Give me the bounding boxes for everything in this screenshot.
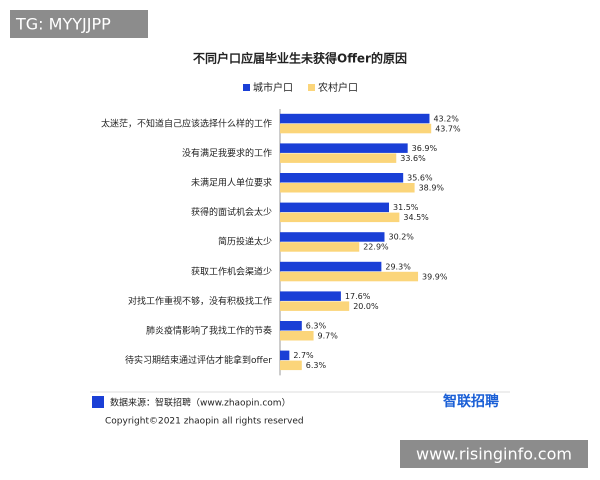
legend-swatch bbox=[308, 84, 315, 91]
source: 数据来源：智联招聘（www.zhaopin.com） bbox=[110, 397, 291, 409]
value-label: 9.7% bbox=[318, 332, 339, 341]
category-label: 太迷茫，不知道自己应该选择什么样的工作 bbox=[101, 117, 272, 129]
bar bbox=[280, 291, 341, 301]
chart-title: 不同户口应届毕业生未获得Offer的原因 bbox=[193, 51, 407, 66]
bar bbox=[280, 113, 430, 124]
bar bbox=[280, 360, 302, 371]
bar bbox=[280, 301, 350, 311]
legend-label: 农村户口 bbox=[318, 81, 358, 94]
value-label: 36.9% bbox=[412, 144, 438, 153]
value-label: 6.3% bbox=[306, 322, 327, 331]
value-label: 30.2% bbox=[388, 233, 414, 242]
bar bbox=[280, 350, 290, 361]
value-label: 20.0% bbox=[353, 302, 379, 311]
bar bbox=[280, 321, 302, 331]
legend-label: 城市户口 bbox=[253, 81, 293, 94]
watermark: www.risinginfo.com bbox=[416, 445, 572, 464]
value-label: 2.7% bbox=[293, 351, 314, 360]
bar bbox=[280, 183, 415, 193]
bar bbox=[280, 123, 432, 134]
value-label: 6.3% bbox=[306, 361, 327, 370]
category-label: 获取工作机会渠道少 bbox=[191, 265, 272, 277]
value-label: 35.6% bbox=[407, 174, 433, 183]
value-label: 29.3% bbox=[385, 262, 411, 271]
watermark-box bbox=[10, 10, 148, 38]
bar bbox=[280, 261, 382, 272]
category-label: 待实习期结束通过评估才能拿到offer bbox=[125, 354, 272, 366]
bar bbox=[280, 331, 314, 341]
bar bbox=[280, 143, 408, 153]
bar bbox=[280, 212, 400, 223]
category-label: 对找工作重视不够，没有积极找工作 bbox=[128, 295, 272, 307]
category-label: 获得的面试机会太少 bbox=[191, 206, 272, 218]
value-label: 22.9% bbox=[363, 243, 389, 252]
watermark: TG: MYYJJPP bbox=[15, 15, 111, 34]
copyright: Copyright©2021 zhaopin all rights reserv… bbox=[105, 417, 304, 427]
category-label: 肺炎疫情影响了我找工作的节奏 bbox=[146, 325, 272, 337]
value-label: 39.9% bbox=[422, 272, 448, 281]
watermark-box bbox=[400, 440, 588, 468]
value-label: 34.5% bbox=[403, 213, 429, 222]
legend-swatch bbox=[243, 84, 250, 91]
category-label: 没有满足我要求的工作 bbox=[182, 147, 272, 159]
value-label: 43.2% bbox=[433, 114, 459, 123]
value-label: 17.6% bbox=[345, 292, 371, 301]
value-label: 43.7% bbox=[435, 124, 461, 133]
value-label: 33.6% bbox=[400, 154, 426, 163]
value-label: 31.5% bbox=[393, 203, 419, 212]
bar bbox=[280, 242, 360, 252]
bar bbox=[280, 153, 397, 163]
logo: 智联招聘 bbox=[442, 393, 499, 410]
bar bbox=[280, 271, 419, 282]
value-label: 38.9% bbox=[419, 184, 445, 193]
bar bbox=[280, 202, 389, 213]
bar bbox=[280, 232, 385, 242]
category-label: 简历投递太少 bbox=[218, 236, 272, 248]
source-icon bbox=[92, 396, 104, 408]
bar bbox=[280, 173, 404, 183]
category-label: 未满足用人单位要求 bbox=[191, 177, 272, 189]
